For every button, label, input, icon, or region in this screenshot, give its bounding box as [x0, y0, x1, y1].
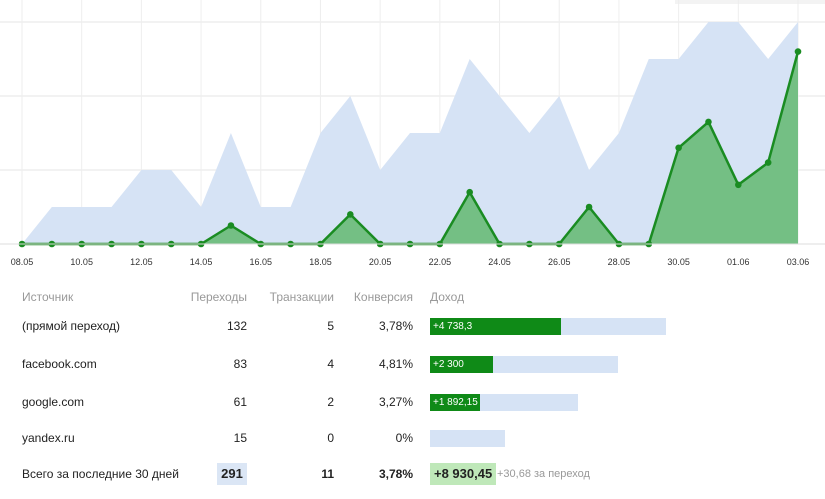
table-row[interactable]: (прямой переход) 132 5 3,78% +4 738,3 — [0, 311, 825, 341]
x-tick-label: 20.05 — [369, 257, 392, 267]
income-bar-fill: +1 892,15 — [430, 394, 481, 411]
income-point — [764, 159, 772, 166]
income-per-click: +30,68 за переход — [497, 468, 590, 480]
income-area — [22, 51, 798, 244]
header-conversion[interactable]: Конверсия — [353, 290, 413, 304]
income-point — [227, 222, 235, 229]
x-tick-label: 18.05 — [309, 257, 332, 267]
income-point — [347, 211, 354, 218]
source-name: (прямой переход) — [22, 319, 121, 333]
clicks-value: 15 — [233, 431, 247, 445]
source-name: yandex.ru — [22, 431, 75, 445]
income-point — [585, 203, 593, 211]
clicks-value: 83 — [233, 357, 247, 371]
total-label: Всего за последние 30 дней — [22, 467, 179, 481]
clicks-value: 61 — [233, 395, 247, 409]
transactions-value: 4 — [327, 357, 334, 371]
transactions-value: 2 — [327, 395, 334, 409]
x-tick-label: 14.05 — [190, 257, 213, 267]
total-clicks: 291 — [217, 463, 247, 485]
x-tick-label: 12.05 — [130, 257, 153, 267]
conversion-value: 4,81% — [378, 357, 413, 371]
x-tick-label: 28.05 — [608, 257, 631, 267]
income-bar-fill: +2 300 — [430, 356, 494, 373]
transactions-value: 5 — [327, 319, 334, 333]
conversion-value: 0% — [395, 431, 413, 445]
income-point — [794, 48, 802, 55]
income-bar-track — [430, 430, 506, 447]
x-tick-label: 22.05 — [429, 257, 452, 267]
income-point — [675, 144, 682, 152]
x-tick-label: 03.06 — [787, 257, 810, 267]
income-point — [466, 188, 473, 196]
source-name: facebook.com — [22, 357, 97, 371]
x-tick-label: 10.05 — [70, 257, 93, 267]
total-income: +8 930,45 — [430, 463, 497, 485]
top-tab-edge — [675, 0, 825, 4]
table-total-row: Всего за последние 30 дней 291 11 3,78% … — [0, 459, 825, 489]
header-clicks[interactable]: Переходы — [190, 290, 247, 304]
x-tick-label: 08.05 — [11, 257, 34, 267]
x-tick-label: 01.06 — [727, 257, 750, 267]
table-row[interactable]: google.com 61 2 3,27% +1 892,15 — [0, 387, 825, 417]
x-tick-label: 16.05 — [250, 257, 273, 267]
source-name: google.com — [22, 395, 85, 409]
total-conversion: 3,78% — [378, 467, 413, 481]
x-tick-label: 30.05 — [667, 257, 690, 267]
header-source[interactable]: Источник — [22, 290, 74, 304]
transactions-value: 0 — [327, 431, 334, 445]
table-row[interactable]: facebook.com 83 4 4,81% +2 300 — [0, 349, 825, 379]
clicks-area — [22, 22, 798, 244]
income-point — [705, 118, 712, 126]
traffic-income-chart: 08.05 10.05 12.05 14.05 16.05 18.05 20.05 22.05… — [0, 0, 825, 267]
x-tick-label: 24.05 — [488, 257, 511, 267]
conversion-value: 3,27% — [378, 395, 413, 409]
x-tick-label: 26.05 — [548, 257, 571, 267]
header-income[interactable]: Доход — [430, 290, 465, 304]
table-header-row: Источник Переходы Транзакции Конверсия Д… — [0, 282, 825, 312]
header-transactions[interactable]: Транзакции — [269, 290, 334, 304]
total-transactions: 11 — [321, 467, 334, 481]
income-point — [735, 181, 742, 189]
conversion-value: 3,78% — [378, 319, 413, 333]
clicks-value: 132 — [226, 319, 247, 333]
income-bar-fill: +4 738,3 — [430, 318, 561, 335]
table-row[interactable]: yandex.ru 15 0 0% — [0, 423, 825, 453]
